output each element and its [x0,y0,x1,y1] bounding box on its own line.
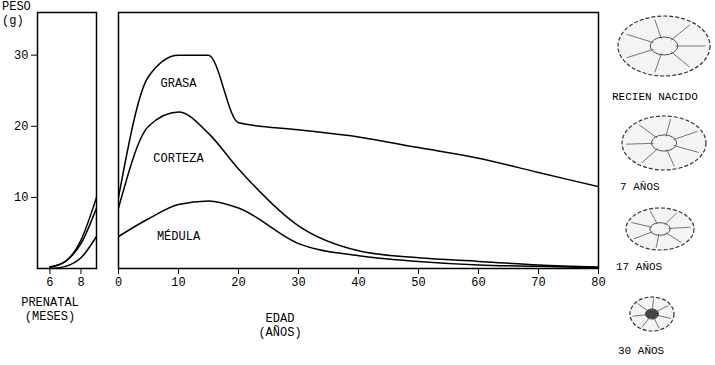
svg-text:10: 10 [14,191,28,205]
svg-text:GRASA: GRASA [160,77,197,91]
html-text:PRENATAL (MESES): PRENATAL (MESES) [21,296,79,324]
svg-text:30: 30 [291,276,305,290]
html-text:EDAD (AÑOS): EDAD (AÑOS) [258,312,302,340]
svg-text:8: 8 [77,276,84,290]
svg-text:20: 20 [14,120,28,134]
svg-text:0: 0 [115,276,122,290]
svg-text:30 AÑOS: 30 AÑOS [618,345,665,357]
svg-text:10: 10 [171,276,185,290]
svg-text:MÉDULA: MÉDULA [157,229,201,244]
svg-text:7 AÑOS: 7 AÑOS [620,181,660,193]
svg-text:RECIEN NACIDO: RECIEN NACIDO [612,91,698,103]
svg-text:80: 80 [591,276,605,290]
svg-text:60: 60 [471,276,485,290]
svg-text:17 AÑOS: 17 AÑOS [616,261,663,273]
svg-text:20: 20 [231,276,245,290]
svg-text:40: 40 [351,276,365,290]
svg-text:6: 6 [46,276,53,290]
svg-text:50: 50 [411,276,425,290]
svg-text:30: 30 [14,49,28,63]
svg-text:CORTEZA: CORTEZA [153,152,204,166]
svg-text:70: 70 [531,276,545,290]
html-text:PESO (g): PESO (g) [2,0,31,28]
